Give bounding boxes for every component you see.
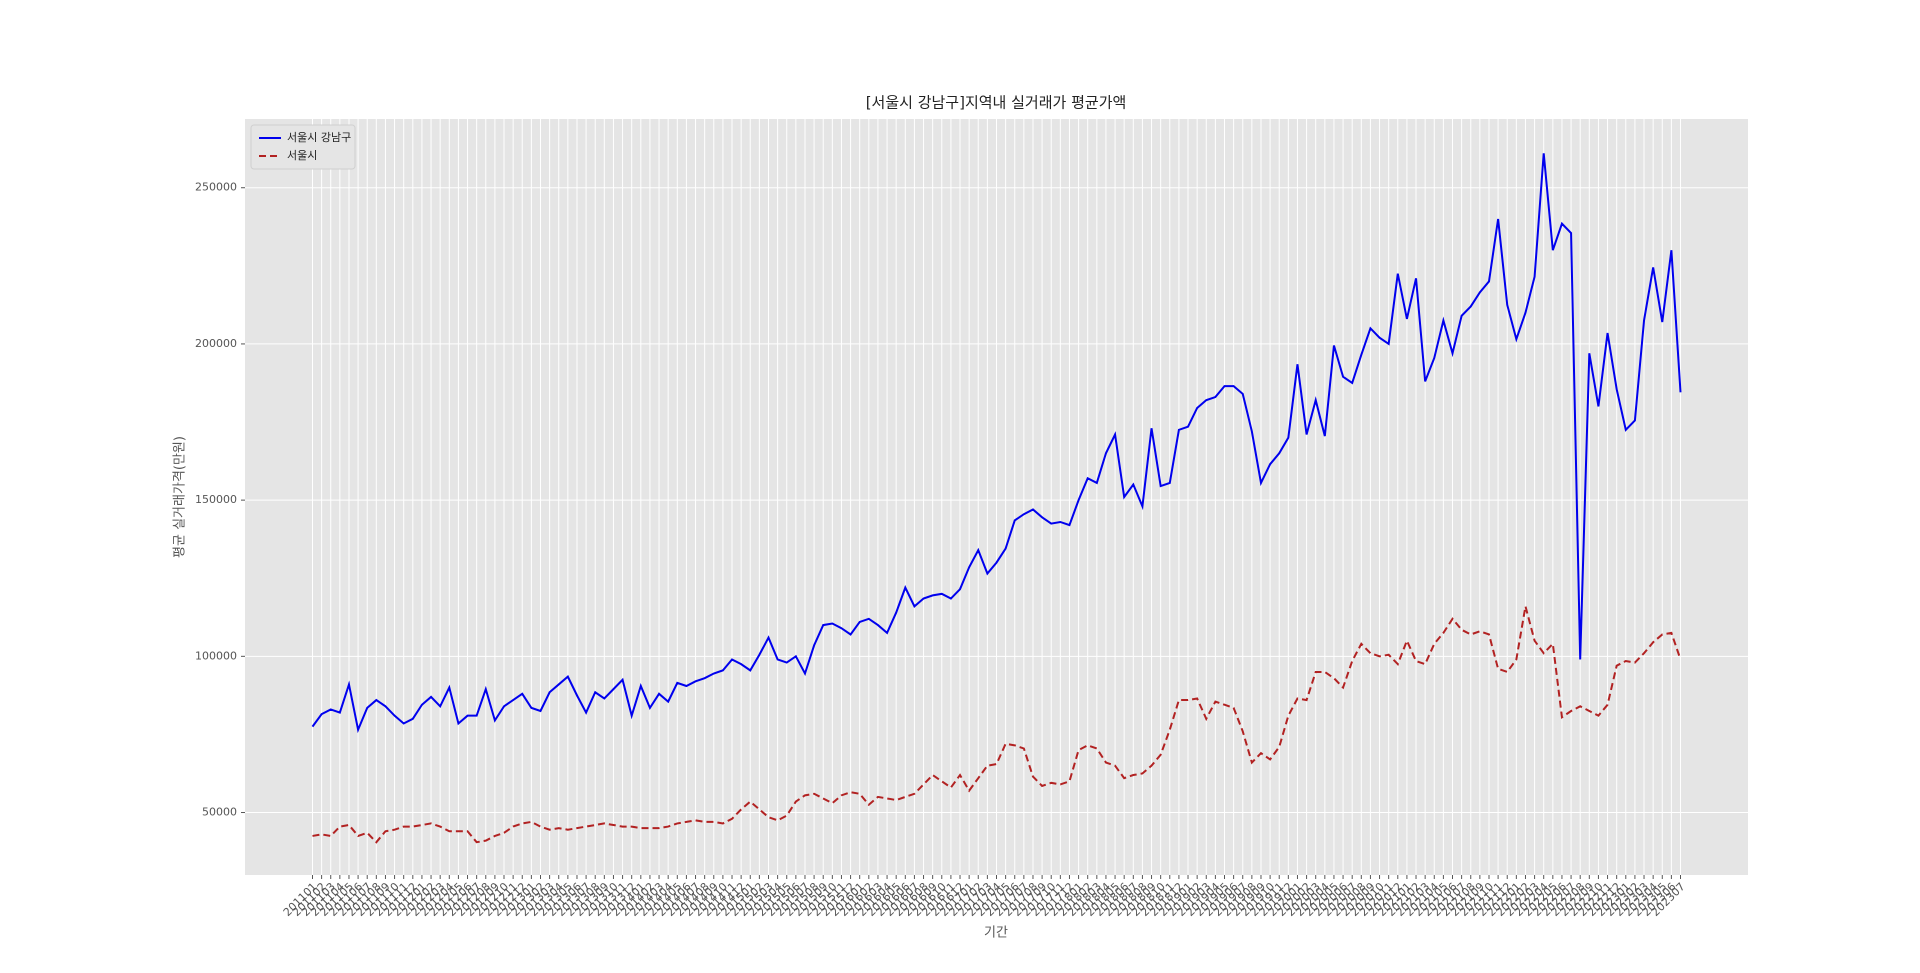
ticks: 5000010000015000020000025000020110120110… xyxy=(195,181,1688,919)
y-tick-label: 250000 xyxy=(195,181,237,194)
y-tick-label: 200000 xyxy=(195,337,237,350)
legend-label: 서울시 강남구 xyxy=(287,131,351,144)
y-tick-label: 150000 xyxy=(195,493,237,506)
y-tick-label: 50000 xyxy=(202,806,237,819)
legend-label: 서울시 xyxy=(287,149,317,162)
x-axis-label: 기간 xyxy=(984,926,1008,941)
legend-box xyxy=(250,124,356,170)
series-line xyxy=(311,153,1682,734)
series-line xyxy=(312,606,1682,844)
marks xyxy=(311,153,1682,844)
y-tick-label: 100000 xyxy=(195,649,237,662)
chart-title: [서울시 강남구]지역내 실거래가 평균가액 xyxy=(866,94,1127,112)
y-axis-label: 평균 실거래가격(만원) xyxy=(173,436,188,558)
grid xyxy=(245,119,1748,875)
